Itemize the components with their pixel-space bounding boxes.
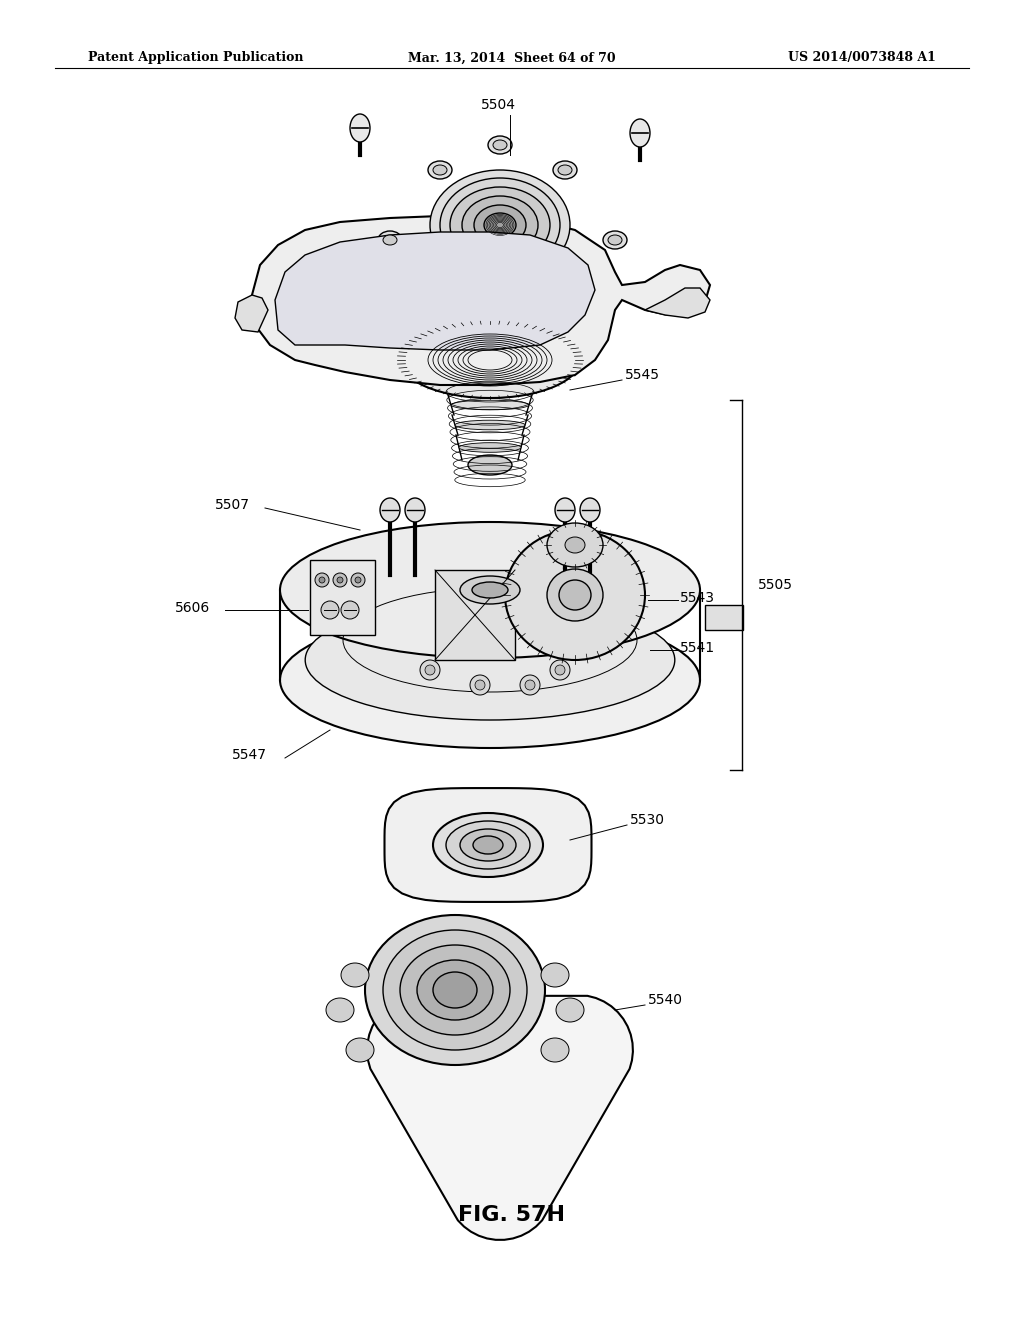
Polygon shape (310, 560, 375, 635)
Ellipse shape (541, 964, 569, 987)
Ellipse shape (433, 813, 543, 876)
Ellipse shape (280, 521, 700, 657)
Text: 5541: 5541 (680, 642, 715, 655)
Circle shape (425, 665, 435, 675)
Text: 5543: 5543 (680, 591, 715, 605)
Ellipse shape (400, 322, 580, 399)
Ellipse shape (380, 498, 400, 521)
Polygon shape (435, 570, 515, 660)
Circle shape (355, 577, 361, 583)
Circle shape (321, 601, 339, 619)
Ellipse shape (474, 205, 526, 246)
Ellipse shape (451, 400, 529, 409)
Ellipse shape (473, 836, 503, 854)
Ellipse shape (378, 231, 402, 249)
Ellipse shape (555, 498, 575, 521)
Circle shape (550, 660, 570, 680)
Circle shape (319, 577, 325, 583)
Circle shape (470, 675, 490, 696)
Text: 5547: 5547 (232, 748, 267, 762)
Text: US 2014/0073848 A1: US 2014/0073848 A1 (788, 51, 936, 65)
Circle shape (520, 675, 540, 696)
Ellipse shape (580, 498, 600, 521)
Ellipse shape (472, 582, 508, 598)
Polygon shape (367, 995, 633, 1239)
Ellipse shape (383, 931, 527, 1049)
Text: 5504: 5504 (480, 98, 515, 112)
Ellipse shape (547, 569, 603, 620)
Ellipse shape (541, 1038, 569, 1063)
Ellipse shape (350, 114, 370, 143)
Text: 5540: 5540 (648, 993, 683, 1007)
Ellipse shape (346, 1038, 374, 1063)
Ellipse shape (428, 161, 452, 180)
Ellipse shape (433, 972, 477, 1008)
Ellipse shape (365, 915, 545, 1065)
Ellipse shape (460, 829, 516, 861)
Text: 5505: 5505 (758, 578, 793, 591)
Polygon shape (234, 294, 268, 333)
Circle shape (315, 573, 329, 587)
Ellipse shape (553, 161, 577, 180)
Ellipse shape (603, 231, 627, 249)
Ellipse shape (493, 140, 507, 150)
Ellipse shape (630, 119, 650, 147)
Text: Mar. 13, 2014  Sheet 64 of 70: Mar. 13, 2014 Sheet 64 of 70 (409, 51, 615, 65)
Ellipse shape (383, 235, 397, 246)
Circle shape (337, 577, 343, 583)
Circle shape (351, 573, 365, 587)
Ellipse shape (406, 498, 425, 521)
Text: 5545: 5545 (625, 368, 660, 381)
Circle shape (333, 573, 347, 587)
Circle shape (341, 601, 359, 619)
Ellipse shape (565, 537, 585, 553)
Text: 5606: 5606 (175, 601, 210, 615)
Ellipse shape (450, 187, 550, 263)
Circle shape (475, 680, 485, 690)
Ellipse shape (460, 576, 520, 605)
Ellipse shape (558, 165, 572, 176)
Ellipse shape (547, 523, 603, 568)
Ellipse shape (280, 612, 700, 748)
Ellipse shape (341, 964, 369, 987)
Ellipse shape (455, 420, 525, 430)
Polygon shape (275, 232, 595, 350)
Ellipse shape (446, 821, 530, 869)
Circle shape (525, 680, 535, 690)
Ellipse shape (468, 455, 512, 475)
Polygon shape (384, 788, 592, 902)
Ellipse shape (505, 531, 645, 660)
Circle shape (420, 660, 440, 680)
Ellipse shape (433, 165, 447, 176)
Ellipse shape (440, 178, 560, 272)
Polygon shape (252, 216, 710, 385)
Circle shape (555, 665, 565, 675)
Ellipse shape (608, 235, 622, 246)
Polygon shape (645, 288, 710, 318)
Ellipse shape (305, 601, 675, 719)
Ellipse shape (488, 136, 512, 154)
Text: 5530: 5530 (630, 813, 665, 828)
Text: FIG. 57H: FIG. 57H (459, 1205, 565, 1225)
Ellipse shape (459, 442, 521, 453)
Text: 5507: 5507 (215, 498, 250, 512)
Polygon shape (705, 605, 743, 630)
Ellipse shape (559, 579, 591, 610)
Ellipse shape (556, 998, 584, 1022)
Text: Patent Application Publication: Patent Application Publication (88, 51, 303, 65)
Ellipse shape (326, 998, 354, 1022)
Ellipse shape (400, 945, 510, 1035)
Ellipse shape (462, 195, 538, 253)
Ellipse shape (417, 960, 493, 1020)
Ellipse shape (484, 213, 516, 238)
Ellipse shape (430, 170, 570, 280)
